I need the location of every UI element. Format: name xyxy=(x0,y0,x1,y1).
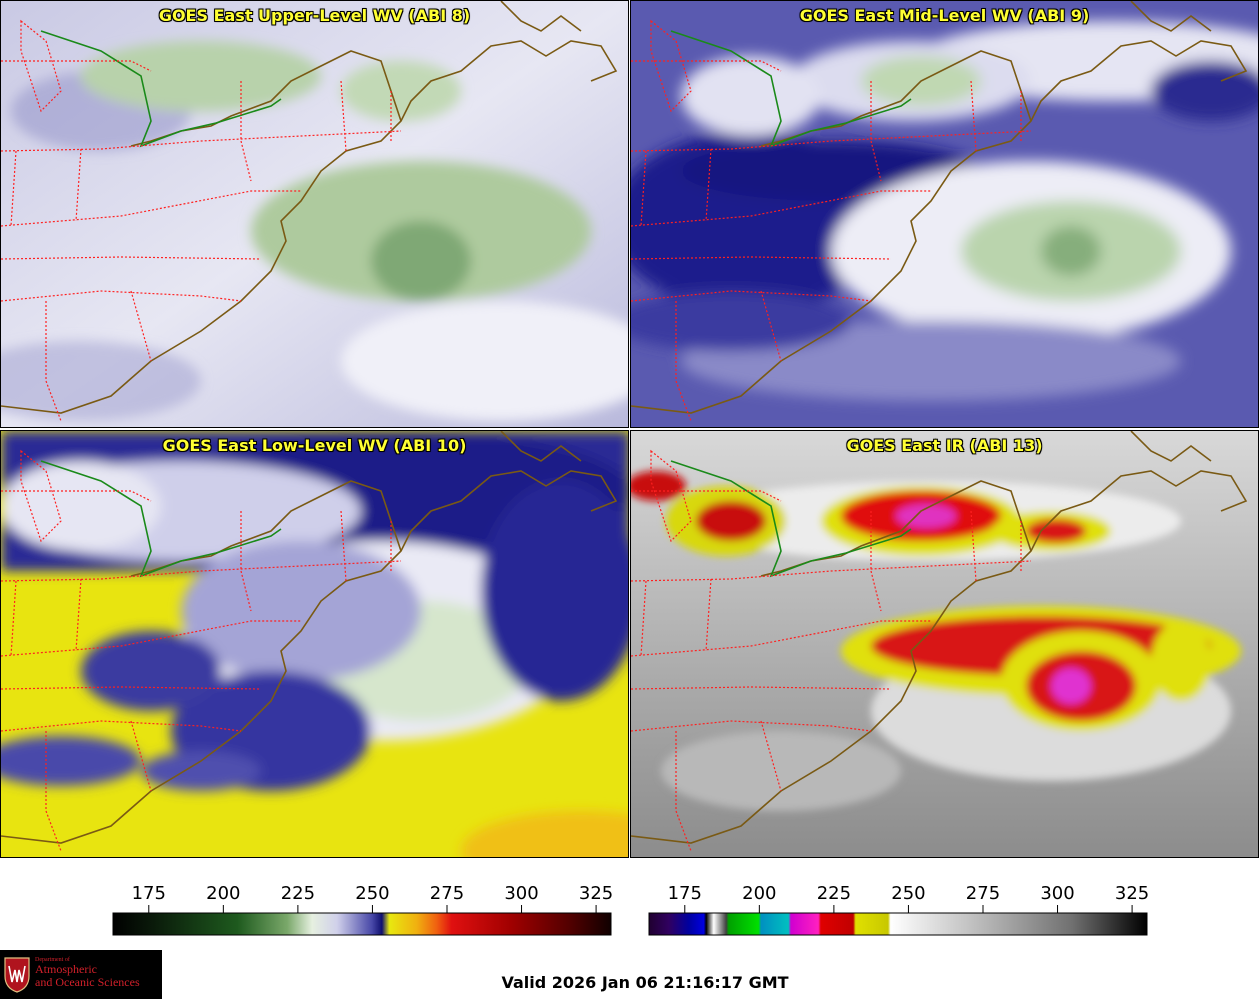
colorbar-tick-label: 325 xyxy=(579,883,613,904)
map-overlay xyxy=(631,431,1248,852)
colorbar-infrared: 175 200 225 250 275 300 325 xyxy=(648,883,1149,936)
valid-time: Valid 2026 Jan 06 21:16:17 GMT xyxy=(501,973,789,992)
panel-low-level-wv: GOES East Low-Level WV (ABI 10) xyxy=(0,430,629,858)
colorbar-tick-label: 275 xyxy=(430,883,464,904)
map-overlay xyxy=(631,1,1248,422)
panel-title: GOES East Low-Level WV (ABI 10) xyxy=(162,436,467,455)
panel-ir: GOES East IR (ABI 13) xyxy=(630,430,1259,858)
panel-title: GOES East IR (ABI 13) xyxy=(846,436,1043,455)
colorbar-tick-label: 275 xyxy=(966,883,1000,904)
colorbar-tick-label: 250 xyxy=(891,883,925,904)
logo-line1: Atmospheric xyxy=(35,962,97,977)
colorbar-gradient xyxy=(648,912,1148,936)
colorbar-tick-label: 225 xyxy=(281,883,315,904)
logo-dept: Department of xyxy=(35,957,70,963)
colorbar-ticks: 175 200 225 250 275 300 325 xyxy=(668,883,1149,913)
colorbar-tick-label: 325 xyxy=(1115,883,1149,904)
colorbar-tick-label: 250 xyxy=(355,883,389,904)
logo-line2: and Oceanic Sciences xyxy=(35,974,140,989)
logo-text: Department of Atmospheric and Oceanic Sc… xyxy=(35,957,140,988)
ir-image xyxy=(631,431,1258,857)
map-overlay xyxy=(1,431,618,852)
colorbar-tick-label: 200 xyxy=(206,883,240,904)
colorbar-tick-label: 175 xyxy=(132,883,166,904)
colorbar-ticks: 175 200 225 250 275 300 325 xyxy=(132,883,613,913)
colorbar-water-vapor: 175 200 225 250 275 300 325 xyxy=(112,883,613,936)
colorbar-gradient xyxy=(112,912,612,936)
uw-crest-icon xyxy=(4,957,30,993)
colorbar-tick-label: 300 xyxy=(1040,883,1074,904)
colorbar-tick-label: 175 xyxy=(668,883,702,904)
panel-title: GOES East Mid-Level WV (ABI 9) xyxy=(799,6,1090,25)
colorbar-tick-label: 200 xyxy=(742,883,776,904)
map-overlay xyxy=(1,1,618,422)
colorbar-tick-label: 225 xyxy=(817,883,851,904)
uw-aos-logo: Department of Atmospheric and Oceanic Sc… xyxy=(0,950,162,999)
panel-mid-level-wv: GOES East Mid-Level WV (ABI 9) xyxy=(630,0,1259,428)
panel-upper-level-wv: GOES East Upper-Level WV (ABI 8) xyxy=(0,0,629,428)
panel-title: GOES East Upper-Level WV (ABI 8) xyxy=(158,6,471,25)
colorbar-tick-label: 300 xyxy=(504,883,538,904)
mid-level-wv-image xyxy=(631,1,1258,427)
